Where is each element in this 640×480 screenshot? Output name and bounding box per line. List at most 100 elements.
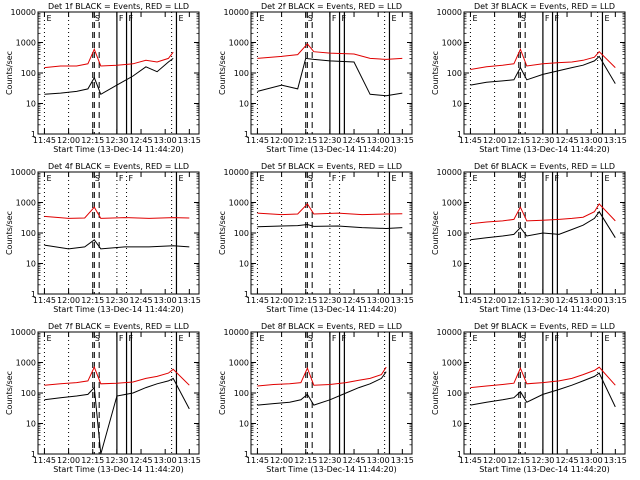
x-tick-label: 13:00	[367, 136, 390, 145]
y-tick-label: 10	[26, 260, 36, 269]
event-marker-label: F	[119, 174, 124, 183]
x-tick-label: 13:00	[580, 456, 603, 465]
event-marker-label: E	[178, 14, 183, 23]
series-line-events	[44, 377, 190, 455]
event-marker-label: F	[332, 14, 337, 23]
y-axis-label: Counts/sec	[218, 371, 227, 415]
event-marker-label: E	[46, 174, 51, 183]
series-line-lld	[470, 47, 616, 70]
event-marker-label: E	[604, 334, 609, 343]
x-tick-label: 13:15	[178, 456, 201, 465]
event-marker-label: F	[545, 14, 550, 23]
panel-title: Det 2f BLACK = Events, RED = LLD	[261, 2, 402, 11]
x-tick-label: 13:15	[391, 296, 414, 305]
panel-6: Det 6f BLACK = Events, RED = LLD 1 10 100 10…	[431, 162, 627, 314]
y-tick-label: 1	[457, 450, 462, 459]
x-tick-label: 12:30	[318, 456, 341, 465]
y-tick-label: 10	[452, 420, 462, 429]
series-line-events	[257, 371, 387, 406]
panel-title: Det 7f BLACK = Events, RED = LLD	[48, 322, 189, 331]
y-tick-label: 1000	[229, 359, 249, 368]
y-tick-label: 1	[31, 130, 36, 139]
y-axis-label: Counts/sec	[218, 211, 227, 255]
y-tick-label: 100	[21, 229, 36, 238]
x-tick-label: 11:45	[246, 136, 269, 145]
y-tick-label: 10	[239, 420, 249, 429]
x-tick-label: 13:00	[367, 296, 390, 305]
y-axis-label: Counts/sec	[5, 211, 14, 255]
series-line-lld	[44, 47, 174, 69]
y-tick-label: 1000	[16, 199, 36, 208]
event-marker-label: S	[308, 14, 313, 23]
event-marker-label: F	[545, 334, 550, 343]
y-tick-label: 10	[452, 260, 462, 269]
y-axis-label: Counts/sec	[431, 371, 440, 415]
event-marker-label: E	[46, 14, 51, 23]
x-tick-label: 12:15	[507, 136, 530, 145]
x-tick-label: 12:00	[483, 456, 506, 465]
x-tick-label: 11:45	[459, 296, 482, 305]
y-tick-label: 100	[234, 389, 249, 398]
plot-frame	[463, 11, 626, 135]
plot-frame	[37, 11, 200, 135]
y-tick-label: 10000	[437, 168, 462, 177]
x-tick-label: 12:15	[294, 296, 317, 305]
event-marker-label: F	[342, 174, 347, 183]
y-tick-label: 1	[31, 290, 36, 299]
y-tick-label: 10000	[224, 328, 249, 337]
y-tick-label: 100	[447, 229, 462, 238]
event-marker-label: F	[129, 174, 134, 183]
y-tick-label: 100	[447, 69, 462, 78]
event-marker-label: S	[95, 14, 100, 23]
x-tick-label: 12:30	[105, 456, 128, 465]
x-tick-label: 12:30	[531, 296, 554, 305]
plot-frame	[250, 331, 413, 455]
x-axis-label: Start Time (13-Dec-14 11:44:20)	[479, 305, 610, 314]
y-axis-label: Counts/sec	[431, 211, 440, 255]
series-line-lld	[44, 206, 190, 219]
series-line-lld	[257, 366, 387, 387]
event-marker-label: E	[391, 174, 396, 183]
y-tick-label: 10	[26, 420, 36, 429]
event-marker-label: F	[119, 334, 124, 343]
x-tick-label: 12:45	[556, 136, 579, 145]
x-tick-label: 12:00	[483, 296, 506, 305]
y-tick-label: 1	[244, 290, 249, 299]
event-marker-label: E	[259, 174, 264, 183]
plot-frame	[37, 331, 200, 455]
series-line-events	[470, 210, 616, 241]
x-tick-label: 13:00	[367, 456, 390, 465]
series-line-events	[470, 372, 616, 408]
y-tick-label: 100	[21, 69, 36, 78]
x-axis-label: Start Time (13-Dec-14 11:44:20)	[53, 145, 184, 154]
y-axis-label: Counts/sec	[431, 51, 440, 95]
panel-5: Det 5f BLACK = Events, RED = LLD 1 10 100 10…	[218, 162, 414, 314]
x-axis-label: Start Time (13-Dec-14 11:44:20)	[53, 465, 184, 474]
event-marker-label: E	[178, 334, 183, 343]
series-line-events	[257, 57, 403, 97]
event-marker-label: F	[119, 14, 124, 23]
y-tick-label: 1	[244, 450, 249, 459]
event-marker-label: E	[472, 334, 477, 343]
y-tick-label: 1000	[229, 39, 249, 48]
y-tick-label: 1	[457, 130, 462, 139]
x-tick-label: 12:45	[130, 136, 153, 145]
x-tick-label: 12:00	[270, 136, 293, 145]
x-tick-label: 12:00	[270, 296, 293, 305]
panel-title: Det 3f BLACK = Events, RED = LLD	[474, 2, 615, 11]
x-tick-label: 13:00	[154, 456, 177, 465]
x-tick-label: 12:45	[343, 456, 366, 465]
series-line-lld	[257, 43, 403, 60]
panel-title: Det 4f BLACK = Events, RED = LLD	[48, 162, 189, 171]
event-marker-label: E	[472, 174, 477, 183]
event-marker-label: E	[46, 334, 51, 343]
event-marker-label: F	[332, 334, 337, 343]
y-tick-label: 10000	[11, 8, 36, 17]
series-line-events	[470, 55, 616, 86]
x-tick-label: 12:00	[57, 456, 80, 465]
y-tick-label: 100	[21, 389, 36, 398]
x-tick-label: 12:30	[531, 456, 554, 465]
panel-title: Det 5f BLACK = Events, RED = LLD	[261, 162, 402, 171]
event-marker-label: E	[472, 14, 477, 23]
